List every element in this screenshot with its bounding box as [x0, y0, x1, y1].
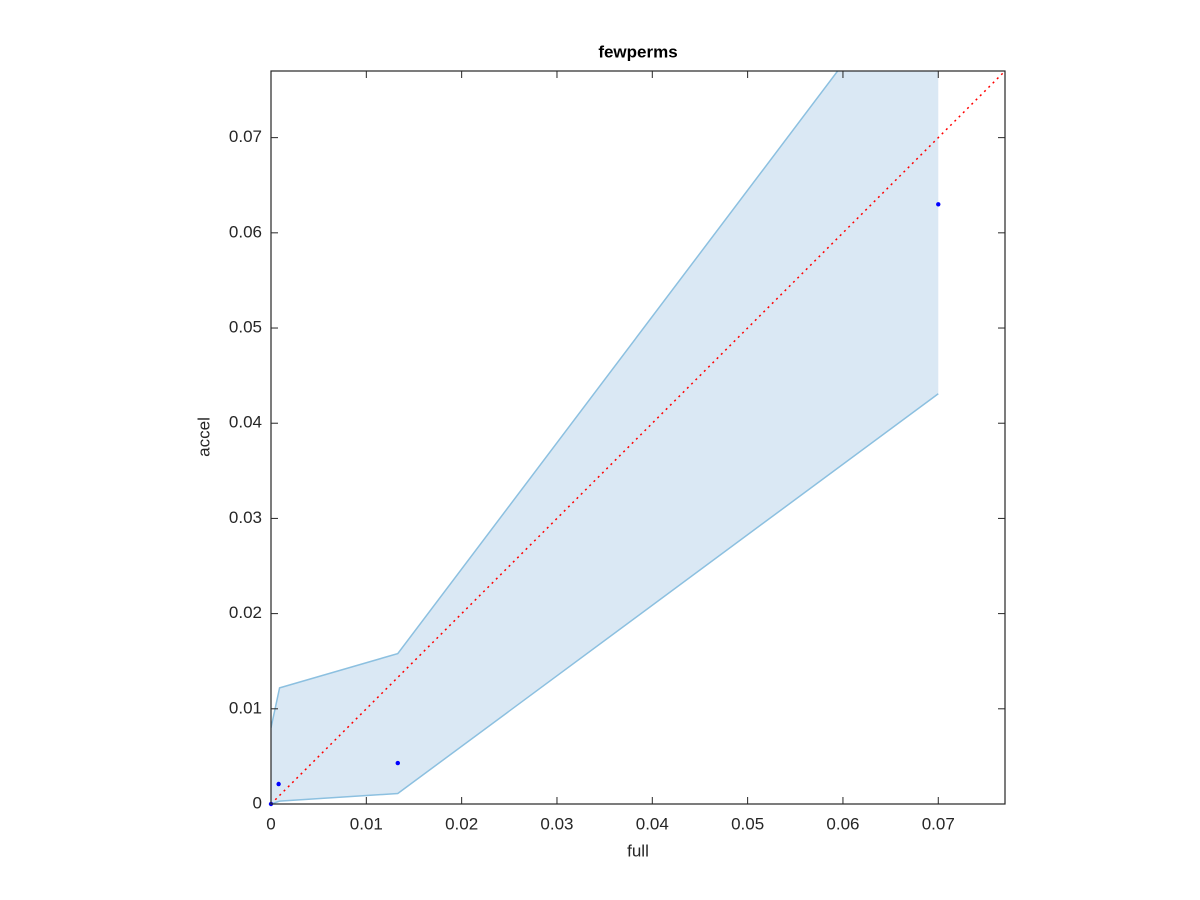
band-lower-edge: [271, 393, 939, 804]
plot-area: [271, 71, 1005, 804]
x-tick-label: 0.02: [445, 814, 478, 833]
x-tick-label: 0: [266, 814, 275, 833]
x-tick-label: 0.05: [731, 814, 764, 833]
y-tick-label: 0.03: [229, 508, 262, 527]
data-point: [936, 202, 941, 207]
reference-line: [271, 71, 1005, 804]
y-axis-label: accel: [194, 417, 213, 457]
x-tick-label: 0.04: [636, 814, 669, 833]
x-tick-label: 0.01: [350, 814, 383, 833]
y-tick-label: 0.05: [229, 318, 262, 337]
y-tick-label: 0.06: [229, 222, 262, 241]
band-upper-edge: [271, 71, 839, 729]
y-tick-label: 0.07: [229, 127, 262, 146]
x-tick-label: 0.03: [540, 814, 573, 833]
x-tick-label: 0.07: [922, 814, 955, 833]
y-tick-label: 0.04: [229, 413, 262, 432]
y-tick-label: 0.02: [229, 603, 262, 622]
chart-title: fewperms: [598, 42, 677, 61]
y-tick-label: 0: [253, 793, 262, 812]
y-tick-label: 0.01: [229, 698, 262, 717]
x-axis-label: full: [627, 841, 649, 860]
data-point: [395, 760, 400, 766]
axes-box: [270, 70, 1006, 805]
data-point: [276, 781, 281, 787]
confidence-band: [271, 71, 939, 804]
x-tick-label: 0.06: [826, 814, 859, 833]
